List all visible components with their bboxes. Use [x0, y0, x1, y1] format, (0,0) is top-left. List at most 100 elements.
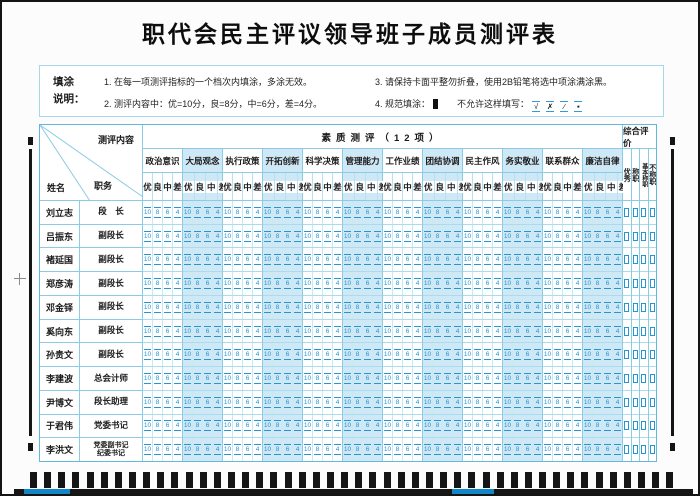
score-option[interactable]: 8: [553, 343, 563, 367]
score-option[interactable]: 8: [353, 367, 363, 390]
score-option[interactable]: 4: [373, 367, 382, 390]
empty-bubble[interactable]: [632, 255, 638, 265]
score-bubble[interactable]: 8: [194, 301, 201, 313]
score-bubble[interactable]: 6: [404, 325, 411, 337]
score-option[interactable]: 4: [533, 225, 542, 248]
score-option[interactable]: 4: [573, 367, 582, 390]
score-bubble[interactable]: 4: [494, 325, 501, 337]
score-bubble[interactable]: 8: [394, 325, 401, 337]
score-option[interactable]: 8: [513, 438, 523, 462]
score-bubble[interactable]: 4: [294, 349, 301, 361]
score-option[interactable]: 10: [143, 319, 153, 343]
score-bubble[interactable]: 8: [154, 396, 161, 408]
score-option[interactable]: 10: [183, 224, 193, 248]
score-option[interactable]: 6: [243, 390, 253, 414]
score-bubble[interactable]: 10: [263, 301, 272, 313]
score-bubble[interactable]: 10: [223, 325, 232, 337]
score-bubble[interactable]: 4: [494, 349, 501, 361]
score-option[interactable]: 8: [473, 295, 483, 319]
score-option[interactable]: 8: [473, 438, 483, 462]
score-bubble[interactable]: 8: [314, 420, 321, 432]
score-bubble[interactable]: 8: [314, 254, 321, 266]
score-option[interactable]: 8: [513, 414, 523, 438]
score-option[interactable]: 4: [293, 272, 302, 295]
empty-bubble[interactable]: [649, 302, 655, 312]
score-option[interactable]: 10: [503, 390, 513, 414]
score-bubble[interactable]: 6: [564, 325, 571, 337]
score-bubble[interactable]: 10: [543, 254, 552, 266]
score-bubble[interactable]: 4: [214, 301, 221, 313]
score-option[interactable]: 10: [143, 390, 153, 414]
score-bubble[interactable]: 6: [444, 254, 451, 266]
score-option[interactable]: 10: [423, 224, 433, 248]
score-option[interactable]: 8: [313, 295, 323, 319]
score-bubble[interactable]: 6: [604, 278, 611, 290]
empty-bubble[interactable]: [641, 231, 647, 241]
score-option[interactable]: 4: [333, 201, 342, 224]
score-bubble[interactable]: 10: [423, 420, 432, 432]
score-option[interactable]: 8: [393, 272, 403, 295]
score-bubble[interactable]: 10: [463, 206, 472, 218]
score-option[interactable]: 8: [433, 201, 443, 224]
score-bubble[interactable]: 8: [434, 278, 441, 290]
score-option[interactable]: 6: [523, 390, 533, 414]
score-bubble[interactable]: 8: [394, 278, 401, 290]
score-bubble[interactable]: 8: [154, 325, 161, 337]
overall-option-cell[interactable]: [640, 438, 648, 461]
score-option[interactable]: 4: [373, 248, 382, 271]
score-option[interactable]: 4: [373, 343, 382, 366]
score-option[interactable]: 6: [323, 414, 333, 438]
score-bubble[interactable]: 4: [294, 206, 301, 218]
score-bubble[interactable]: 10: [143, 349, 152, 361]
score-bubble[interactable]: 4: [494, 420, 501, 432]
score-option[interactable]: 4: [533, 272, 542, 295]
score-option[interactable]: 10: [343, 367, 353, 390]
score-bubble[interactable]: 10: [583, 420, 592, 432]
score-option[interactable]: 8: [353, 272, 363, 295]
score-bubble[interactable]: 8: [514, 278, 521, 290]
score-option[interactable]: 4: [613, 415, 622, 438]
score-bubble[interactable]: 10: [583, 349, 592, 361]
score-option[interactable]: 8: [313, 319, 323, 343]
score-option[interactable]: 10: [303, 295, 313, 319]
score-option[interactable]: 4: [533, 201, 542, 224]
score-option[interactable]: 4: [413, 320, 422, 343]
score-option[interactable]: 8: [153, 343, 163, 367]
score-bubble[interactable]: 10: [543, 301, 552, 313]
score-option[interactable]: 6: [443, 224, 453, 248]
score-option[interactable]: 6: [563, 319, 573, 343]
empty-bubble[interactable]: [649, 421, 655, 431]
score-option[interactable]: 4: [253, 391, 262, 414]
score-option[interactable]: 4: [493, 367, 502, 390]
score-option[interactable]: 10: [463, 414, 473, 438]
score-bubble[interactable]: 4: [374, 206, 381, 218]
empty-bubble[interactable]: [649, 397, 655, 407]
score-bubble[interactable]: 6: [604, 420, 611, 432]
empty-bubble[interactable]: [641, 421, 647, 431]
score-bubble[interactable]: 10: [183, 254, 192, 266]
score-bubble[interactable]: 4: [414, 373, 421, 384]
score-option[interactable]: 6: [363, 295, 373, 319]
score-bubble[interactable]: 8: [434, 325, 441, 337]
score-option[interactable]: 6: [283, 367, 293, 390]
score-option[interactable]: 6: [363, 248, 373, 272]
score-option[interactable]: 4: [253, 201, 262, 224]
score-option[interactable]: 6: [603, 295, 613, 319]
score-option[interactable]: 10: [223, 224, 233, 248]
score-bubble[interactable]: 10: [303, 206, 312, 218]
score-option[interactable]: 6: [523, 272, 533, 295]
score-option[interactable]: 6: [163, 248, 173, 272]
score-option[interactable]: 6: [443, 390, 453, 414]
score-bubble[interactable]: 10: [183, 349, 192, 361]
score-option[interactable]: 6: [563, 272, 573, 295]
score-option[interactable]: 8: [313, 343, 323, 367]
score-bubble[interactable]: 4: [454, 206, 461, 218]
score-bubble[interactable]: 6: [244, 396, 251, 408]
score-bubble[interactable]: 8: [554, 396, 561, 408]
score-option[interactable]: 10: [263, 201, 273, 224]
score-option[interactable]: 10: [303, 248, 313, 272]
score-option[interactable]: 6: [603, 414, 613, 438]
score-option[interactable]: 8: [433, 414, 443, 438]
score-bubble[interactable]: 10: [503, 444, 512, 456]
score-option[interactable]: 10: [383, 272, 393, 295]
